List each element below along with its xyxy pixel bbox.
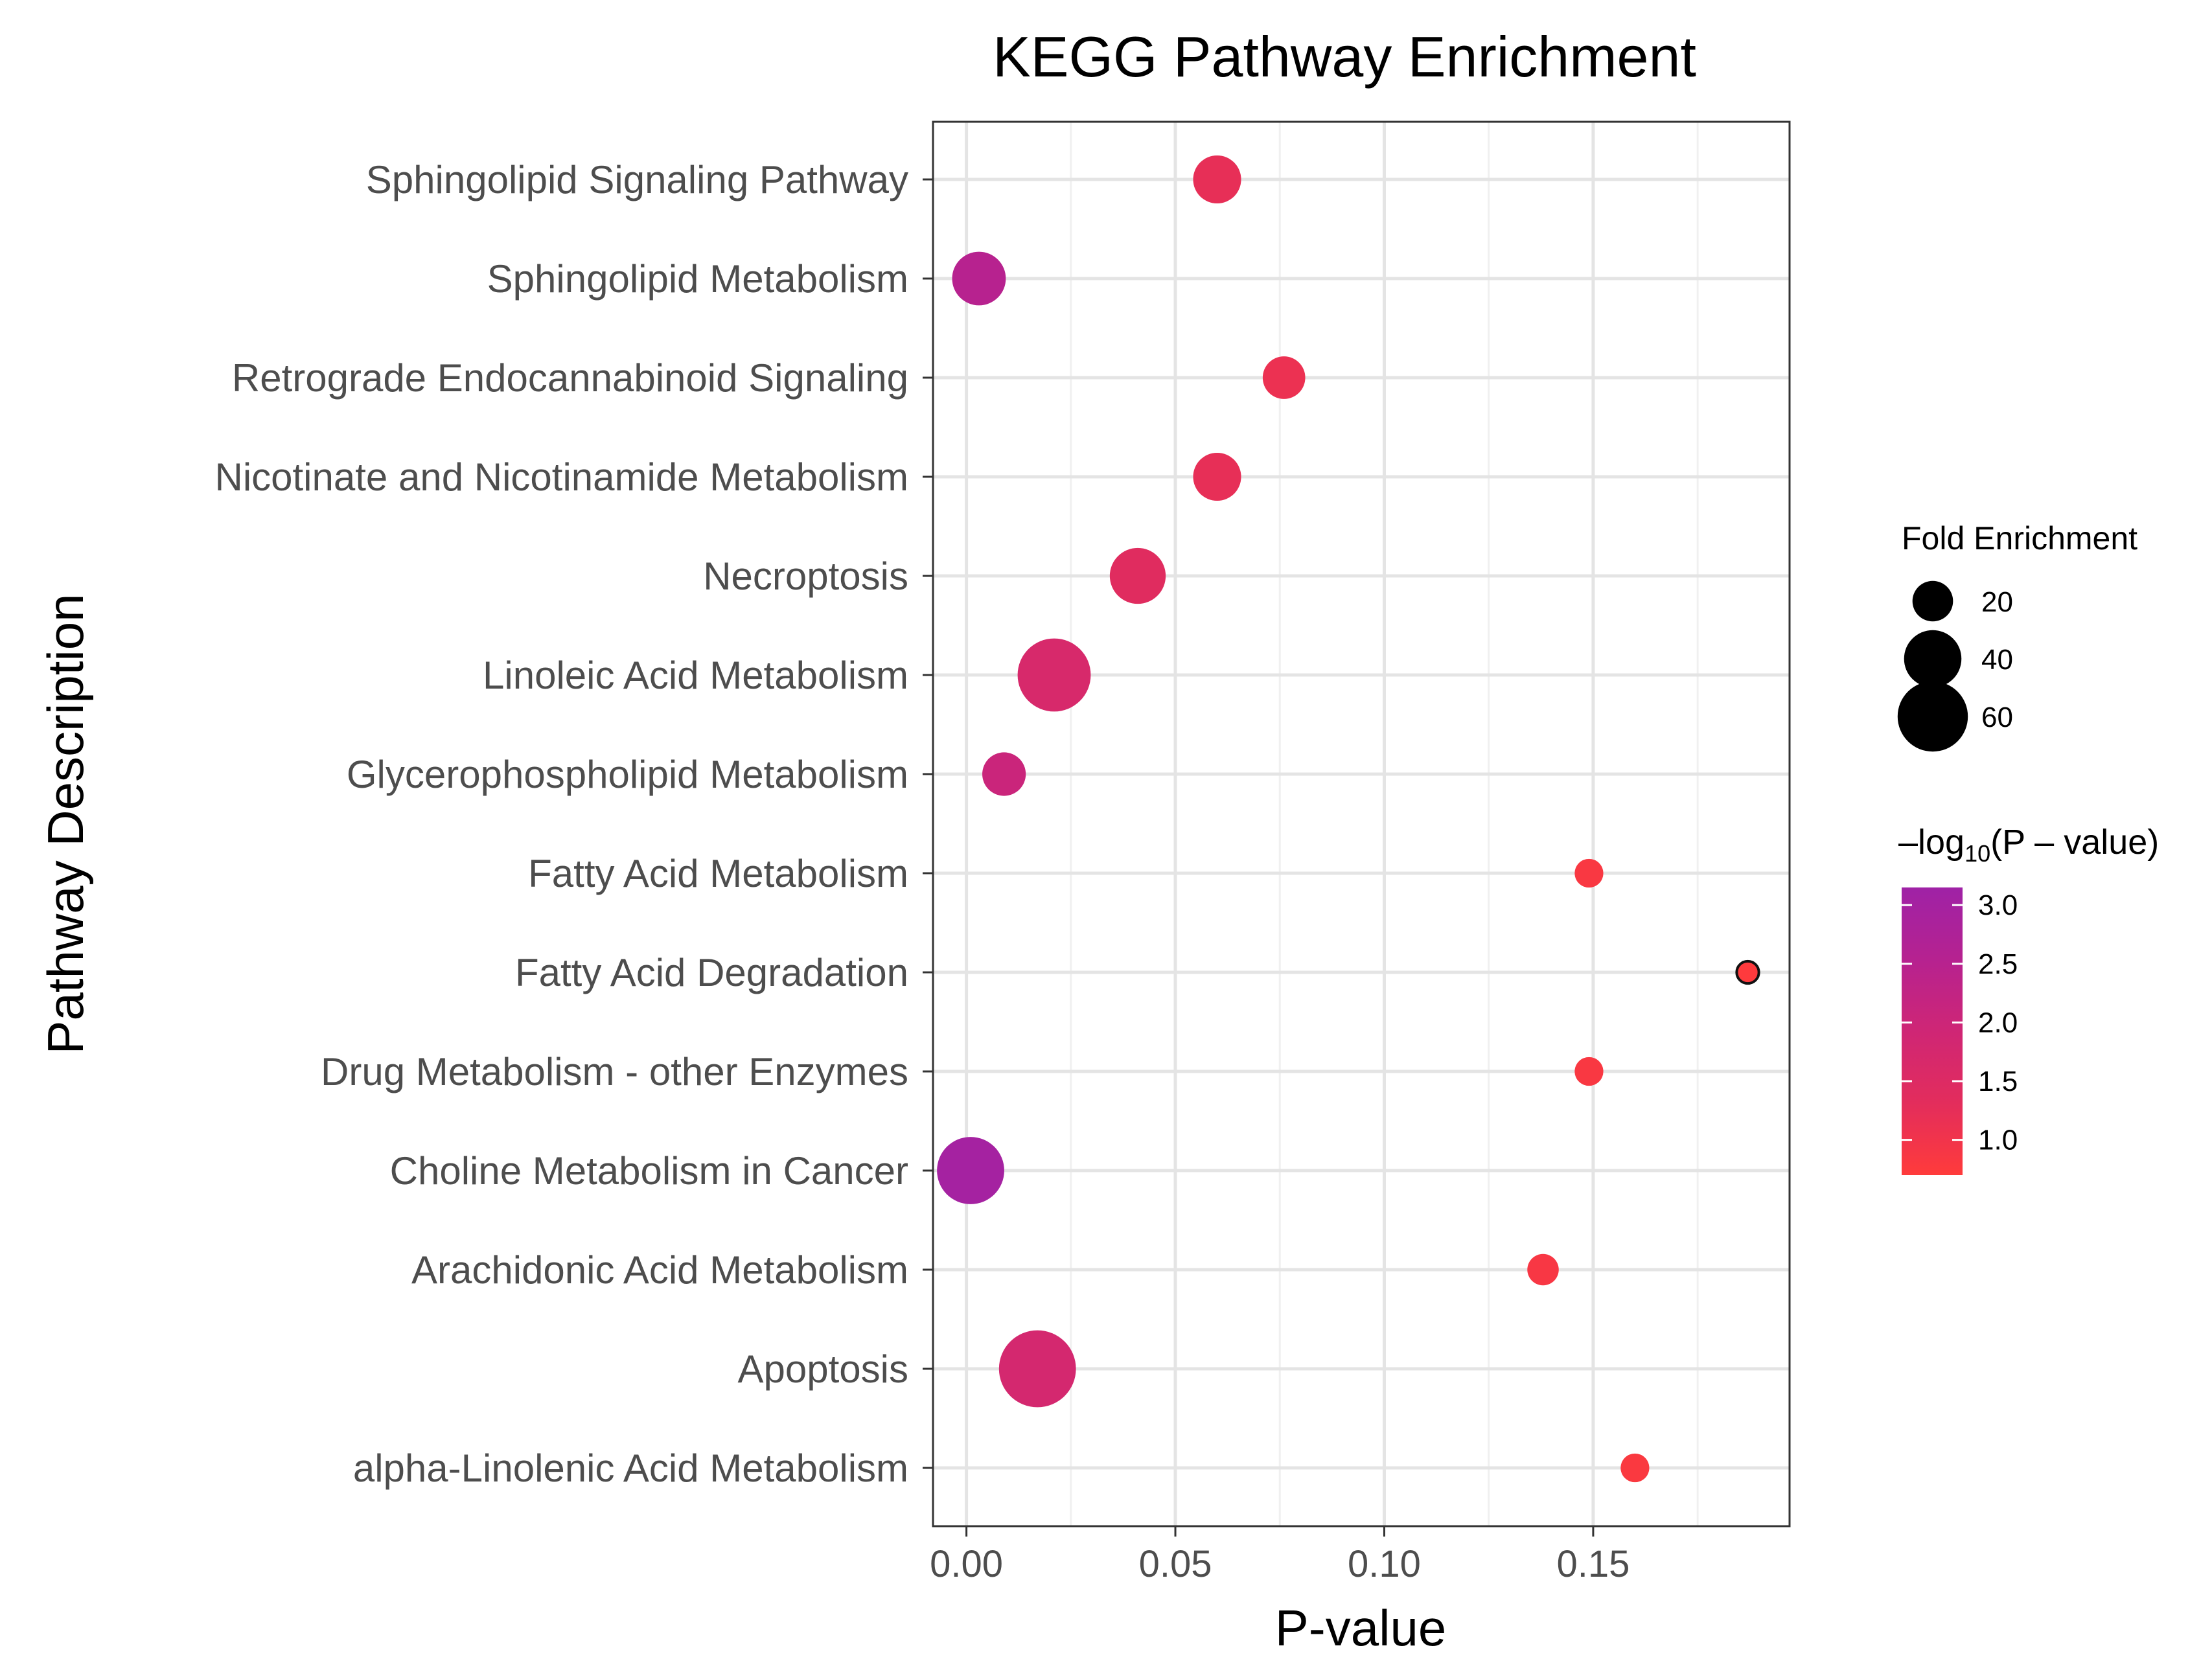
data-point bbox=[982, 752, 1026, 796]
axis-ticks: 0.00 0.05 0.10 0.15 Sphingolipid Signaling P… bbox=[214, 158, 1630, 1585]
color-legend-label: 1.0 bbox=[1978, 1125, 2018, 1156]
color-legend-label: 3.0 bbox=[1978, 889, 2018, 921]
x-axis-label: P-value bbox=[1275, 1599, 1446, 1656]
data-point bbox=[1574, 1057, 1604, 1086]
x-tick-label: 0.10 bbox=[1348, 1543, 1421, 1585]
color-legend-bar bbox=[1902, 887, 1963, 1175]
data-points bbox=[937, 155, 1760, 1483]
size-legend-label: 40 bbox=[1981, 644, 2013, 676]
y-axis-label: Pathway Description bbox=[37, 594, 94, 1055]
size-legend-key bbox=[1904, 630, 1962, 688]
y-tick-label: Choline Metabolism in Cancer bbox=[390, 1149, 908, 1193]
color-legend-title-suffix: (P – value) bbox=[1990, 823, 2159, 862]
color-legend-title: –log10(P – value) bbox=[1898, 823, 2159, 867]
color-legend-title-prefix: –log bbox=[1898, 823, 1964, 862]
data-point bbox=[1574, 858, 1604, 888]
x-tick-label: 0.00 bbox=[930, 1543, 1003, 1585]
color-legend-label: 1.5 bbox=[1978, 1066, 2018, 1097]
x-tick-label: 0.15 bbox=[1556, 1543, 1630, 1585]
y-tick-label: Fatty Acid Degradation bbox=[515, 951, 908, 994]
data-point bbox=[1109, 547, 1166, 604]
data-point bbox=[952, 251, 1006, 306]
size-legend-key bbox=[1912, 580, 1953, 622]
y-tick-label: Apoptosis bbox=[738, 1347, 909, 1391]
color-legend-label: 2.0 bbox=[1978, 1007, 2018, 1038]
chart-title: KEGG Pathway Enrichment bbox=[993, 25, 1696, 89]
y-tick-label: Sphingolipid Signaling Pathway bbox=[366, 158, 908, 201]
y-tick-label: Retrograde Endocannabinoid Signaling bbox=[232, 356, 908, 400]
y-tick-label: Linoleic Acid Metabolism bbox=[483, 654, 908, 697]
data-point bbox=[1193, 452, 1241, 501]
color-legend-ticks: 3.0 2.5 2.0 1.5 1.0 bbox=[1902, 889, 2018, 1156]
data-point bbox=[1262, 356, 1306, 399]
data-point bbox=[1017, 638, 1091, 712]
plot-panel bbox=[933, 122, 1790, 1526]
y-tick-label: alpha-Linolenic Acid Metabolism bbox=[353, 1447, 908, 1490]
size-legend-label: 20 bbox=[1981, 586, 2013, 618]
y-tick-label: Arachidonic Acid Metabolism bbox=[411, 1248, 908, 1292]
data-point bbox=[1527, 1253, 1559, 1286]
color-legend-title-subscript: 10 bbox=[1964, 840, 1990, 867]
y-tick-label: Drug Metabolism - other Enzymes bbox=[321, 1050, 908, 1093]
data-point bbox=[937, 1137, 1004, 1204]
y-tick-label: Glycerophospholipid Metabolism bbox=[347, 753, 908, 796]
x-tick-label: 0.05 bbox=[1139, 1543, 1212, 1585]
y-tick-label: Sphingolipid Metabolism bbox=[487, 257, 908, 301]
size-legend-label: 60 bbox=[1981, 702, 2013, 733]
data-point bbox=[1193, 155, 1241, 204]
size-legend-key bbox=[1897, 681, 1968, 752]
size-legend-title: Fold Enrichment bbox=[1902, 520, 2137, 556]
data-point bbox=[998, 1330, 1076, 1408]
y-tick-label: Nicotinate and Nicotinamide Metabolism bbox=[214, 455, 908, 499]
plot-border bbox=[932, 120, 1791, 1527]
y-tick-label: Fatty Acid Metabolism bbox=[528, 852, 908, 895]
size-legend: 20 40 60 bbox=[1897, 580, 2013, 752]
color-legend-label: 2.5 bbox=[1978, 948, 2018, 980]
y-tick-label: Necroptosis bbox=[703, 555, 908, 598]
data-point bbox=[1735, 959, 1760, 985]
data-point bbox=[1620, 1453, 1650, 1483]
